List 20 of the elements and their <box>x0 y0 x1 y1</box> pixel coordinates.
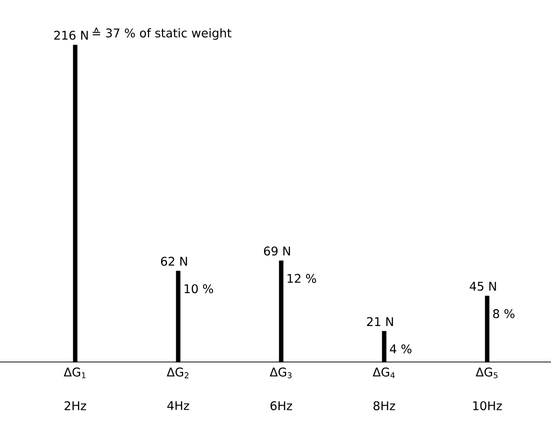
x-tick-label: ΔG$_{3}$ <box>270 368 292 378</box>
x-tick-label: ΔG$_{4}$ <box>372 368 395 378</box>
text: 10Hz <box>473 401 502 410</box>
annotation: 8 % <box>493 309 514 318</box>
annotation: ≙ 37 % of static weight <box>92 28 232 40</box>
text: 4Hz <box>167 401 190 410</box>
x-tick-label: ΔG$_{5}$ <box>476 368 498 378</box>
text: 8Hz <box>374 401 396 410</box>
text: 2Hz <box>64 401 86 410</box>
annotation: 12 % <box>288 274 316 283</box>
x-tick-label: ΔG$_{1}$ <box>64 368 86 378</box>
data-label: 45 N <box>470 282 496 291</box>
annotation: 10 % <box>184 284 214 294</box>
annotation: 4 % <box>390 344 412 354</box>
data-label: 21 N <box>367 317 393 326</box>
data-label: 69 N <box>264 246 290 256</box>
data-label: 216 N <box>54 30 88 40</box>
x-tick-label: ΔG$_{2}$ <box>166 368 188 378</box>
data-label: 62 N <box>161 256 187 266</box>
text: 6Hz <box>270 401 292 410</box>
